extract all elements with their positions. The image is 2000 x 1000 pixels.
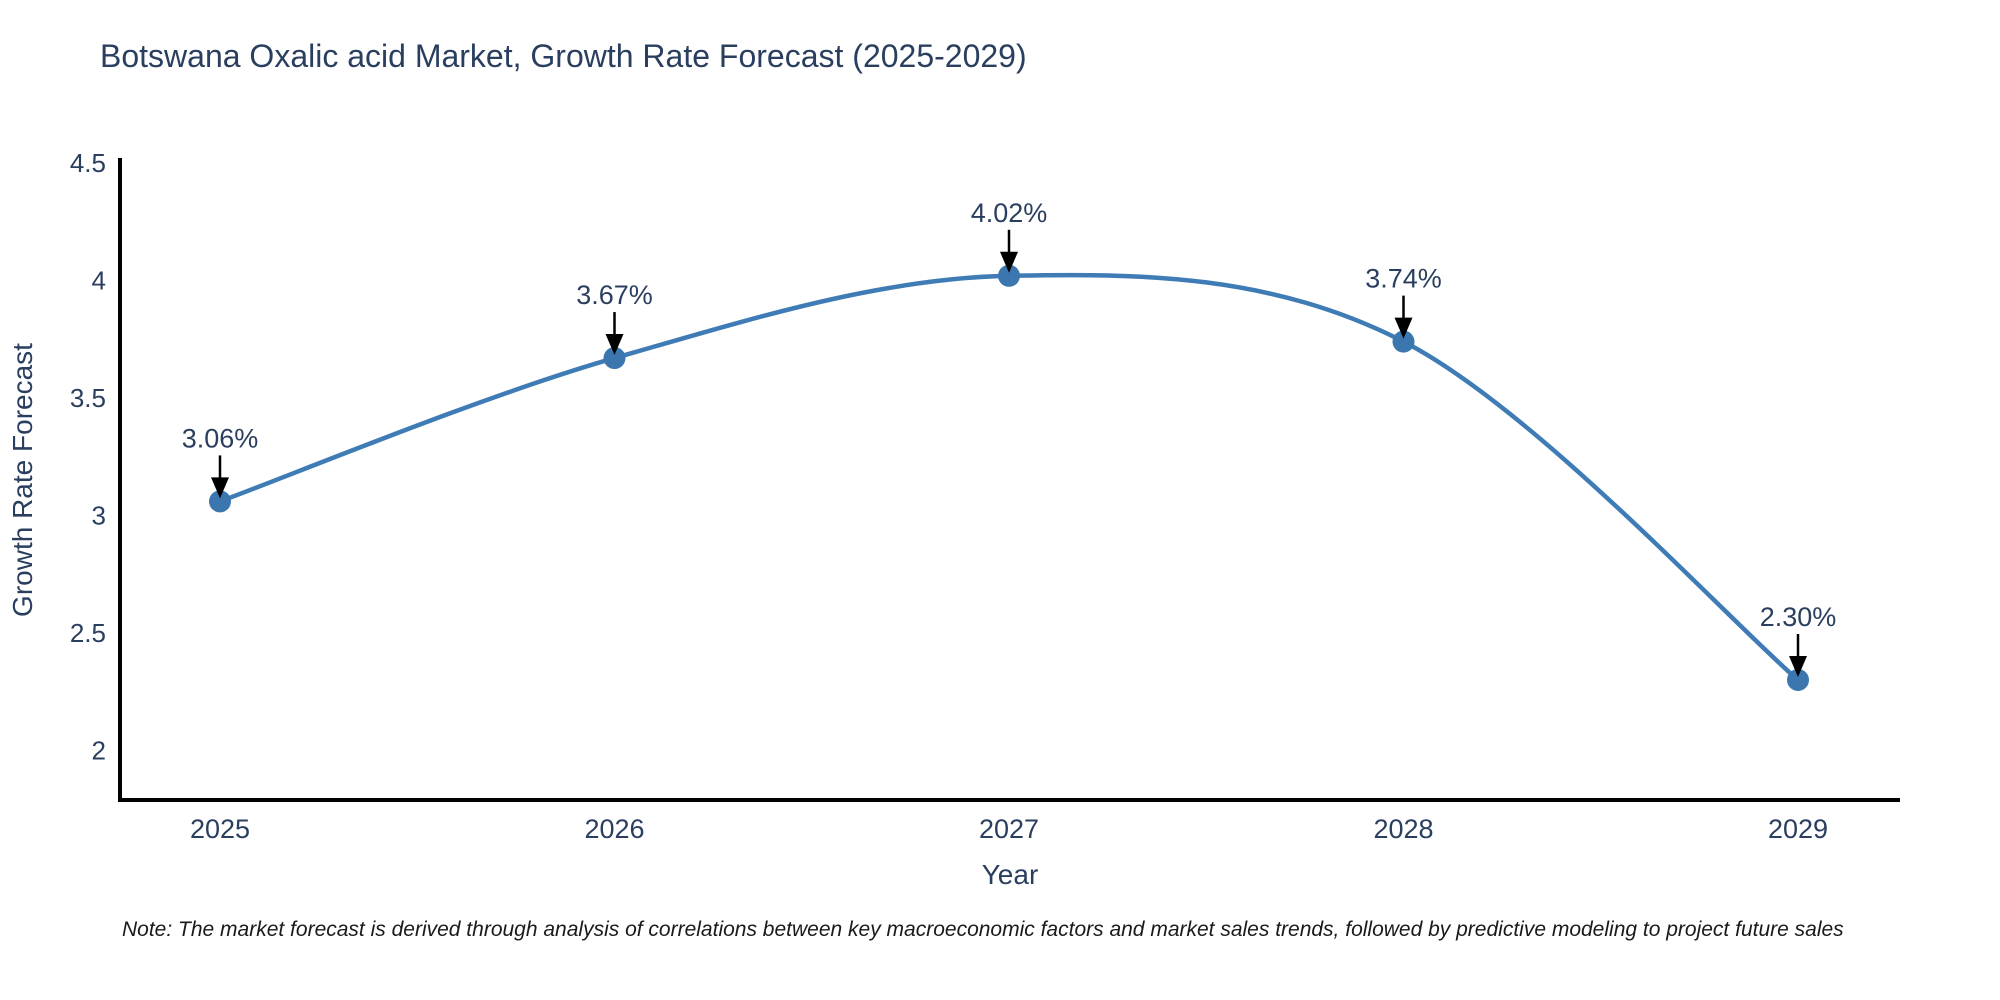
point-value-label: 3.74% (1365, 264, 1442, 294)
data-point-marker (1392, 330, 1415, 353)
point-value-label: 3.67% (576, 280, 653, 310)
annotation-arrowhead-icon (1394, 317, 1413, 339)
x-tick-label: 2028 (1373, 814, 1433, 844)
point-value-label: 4.02% (971, 198, 1048, 228)
data-point-marker (998, 264, 1020, 287)
y-tick-label: 3 (92, 501, 106, 531)
annotation-arrowhead-icon (1789, 656, 1807, 677)
y-tick-label: 4 (92, 266, 106, 296)
point-value-label: 3.06% (182, 423, 259, 453)
x-tick-label: 2026 (584, 814, 644, 844)
y-axis-title: Growth Rate Forecast (7, 343, 38, 617)
point-value-label: 2.30% (1760, 602, 1837, 632)
chart-title: Botswana Oxalic acid Market, Growth Rate… (100, 38, 1027, 74)
annotation-arrowhead-icon (605, 334, 624, 356)
y-tick-label: 3.5 (70, 383, 106, 413)
data-point-marker (209, 490, 231, 513)
footnote-text: Note: The market forecast is derived thr… (122, 918, 1844, 941)
annotation-arrowhead-icon (211, 477, 229, 499)
data-point-marker (603, 347, 626, 370)
x-axis-title: Year (982, 859, 1039, 890)
data-point-marker (1787, 669, 1809, 691)
y-tick-label: 4.5 (70, 148, 106, 178)
y-tick-label: 2.5 (70, 618, 106, 648)
x-tick-label: 2029 (1768, 814, 1828, 844)
forecast-line (217, 272, 1801, 683)
annotation-arrowhead-icon (1000, 251, 1018, 273)
x-tick-label: 2027 (979, 814, 1039, 844)
y-tick-label: 2 (92, 736, 106, 766)
x-tick-label: 2025 (190, 814, 250, 844)
